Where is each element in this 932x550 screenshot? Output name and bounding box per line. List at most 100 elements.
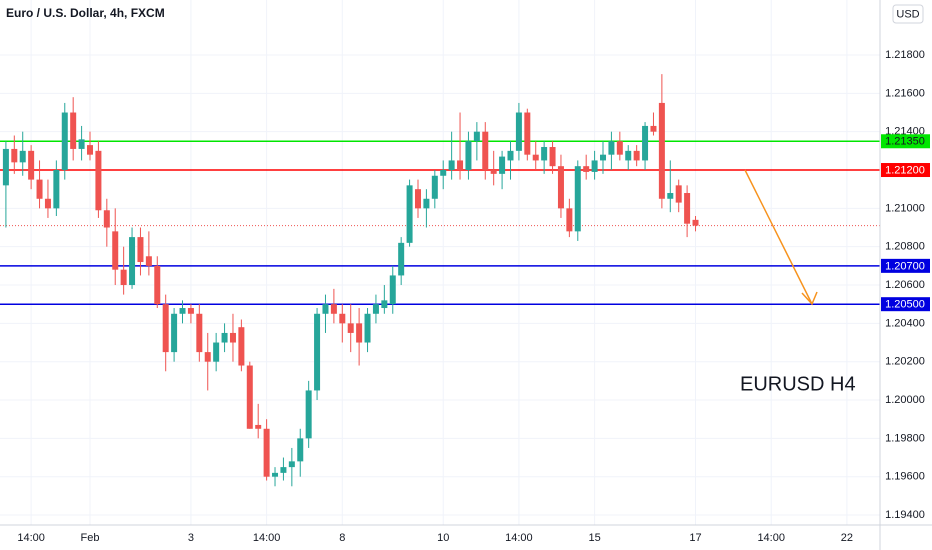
candle-body xyxy=(389,275,396,305)
candle-body xyxy=(246,365,253,429)
candle-body xyxy=(667,193,674,199)
candle-body xyxy=(129,237,136,286)
candle-body xyxy=(583,166,590,172)
candle-body xyxy=(600,154,607,161)
axis: 1.19400 1.19600 1.19800 1.20000 1.20200 1.204… xyxy=(17,49,930,544)
candle-body xyxy=(11,148,18,163)
candle-body xyxy=(616,141,623,155)
y-tick-label: 1.20400 xyxy=(885,317,925,329)
x-tick-label: 10 xyxy=(437,532,449,544)
candle-body xyxy=(423,198,430,209)
candle-body xyxy=(381,300,388,309)
candle-body xyxy=(314,313,321,391)
candle-body xyxy=(549,147,556,167)
candle-body xyxy=(347,323,354,333)
candle-body xyxy=(330,304,337,314)
x-tick-label: 14:00 xyxy=(757,532,785,544)
candle-body xyxy=(574,166,581,232)
candle-body xyxy=(650,125,657,132)
candle-body xyxy=(196,313,203,353)
candle-body xyxy=(658,102,665,199)
candle-body xyxy=(524,112,531,155)
candle-body xyxy=(372,304,379,314)
x-tick-label: Feb xyxy=(81,532,100,544)
level-label-box xyxy=(881,163,930,178)
y-tick-label: 1.21000 xyxy=(885,202,925,214)
candle-body xyxy=(162,304,169,353)
candle-body xyxy=(255,424,262,429)
candle-body xyxy=(398,242,405,276)
candle-body xyxy=(566,208,573,232)
y-tick-label: 1.19800 xyxy=(885,432,925,444)
candle-body xyxy=(490,170,497,174)
candle-body xyxy=(473,131,480,142)
candle-body xyxy=(263,428,270,477)
candle-body xyxy=(305,390,312,439)
level-label: 1.21200 xyxy=(885,164,925,176)
candle-body xyxy=(120,269,127,286)
candle-body xyxy=(28,150,35,180)
grid xyxy=(0,0,880,525)
candle-body xyxy=(675,185,682,203)
candle-body xyxy=(364,313,371,343)
candle-body xyxy=(87,145,93,155)
trend-arrow xyxy=(744,169,818,306)
candle-body xyxy=(499,156,506,174)
y-tick-label: 1.20600 xyxy=(885,279,925,291)
x-tick-label: 14:00 xyxy=(17,532,45,544)
candle-body xyxy=(414,189,421,209)
candle-body xyxy=(36,179,43,199)
candle-body xyxy=(532,154,539,161)
candle-body xyxy=(112,231,119,270)
y-tick-label: 1.19600 xyxy=(885,471,925,483)
currency-button[interactable] xyxy=(892,4,924,24)
candle-body xyxy=(179,308,186,314)
candle-body xyxy=(515,112,522,151)
candle-body xyxy=(457,160,464,171)
level-label: 1.20500 xyxy=(885,299,925,311)
level-label: 1.21350 xyxy=(885,136,925,148)
candle-body xyxy=(557,166,564,209)
currency-label[interactable]: USD xyxy=(896,8,919,20)
candle-body xyxy=(154,265,161,305)
candles xyxy=(2,74,699,487)
candle-body xyxy=(608,141,615,155)
level-label-box xyxy=(881,297,930,312)
candle-body xyxy=(272,472,279,477)
x-tick-label: 14:00 xyxy=(253,532,281,544)
level-label-box xyxy=(881,134,930,149)
y-tick-label: 1.20800 xyxy=(885,241,925,253)
candle-body xyxy=(78,139,85,149)
candle-body xyxy=(684,193,691,224)
candle-body xyxy=(44,198,51,209)
candle-body xyxy=(625,150,632,161)
candle-body xyxy=(339,313,346,324)
candle-body xyxy=(642,125,649,161)
x-tick-label: 8 xyxy=(339,532,345,544)
x-tick-label: 22 xyxy=(841,532,853,544)
y-tick-label: 1.21800 xyxy=(885,49,925,61)
candle-body xyxy=(356,323,363,343)
candle-body xyxy=(541,147,548,161)
candle-body xyxy=(448,160,455,171)
candle-body xyxy=(187,308,194,314)
candle-body xyxy=(19,150,26,163)
x-tick-label: 15 xyxy=(588,532,600,544)
candle-body xyxy=(61,112,68,171)
candle-body xyxy=(171,313,178,353)
level-label: 1.20700 xyxy=(885,260,925,272)
x-tick-label: 3 xyxy=(188,532,194,544)
annotation: EURUSD H4 xyxy=(740,373,856,395)
candle-body xyxy=(221,332,228,343)
y-tick-label: 1.19400 xyxy=(885,509,925,521)
candle-body xyxy=(507,150,514,161)
y-tick-label: 1.20200 xyxy=(885,356,925,368)
candle-body xyxy=(322,304,329,314)
candle-body xyxy=(2,148,9,186)
candle-body xyxy=(70,112,77,149)
level-label-box xyxy=(881,258,930,273)
candle-body xyxy=(95,150,102,211)
arrow-head xyxy=(801,291,818,306)
